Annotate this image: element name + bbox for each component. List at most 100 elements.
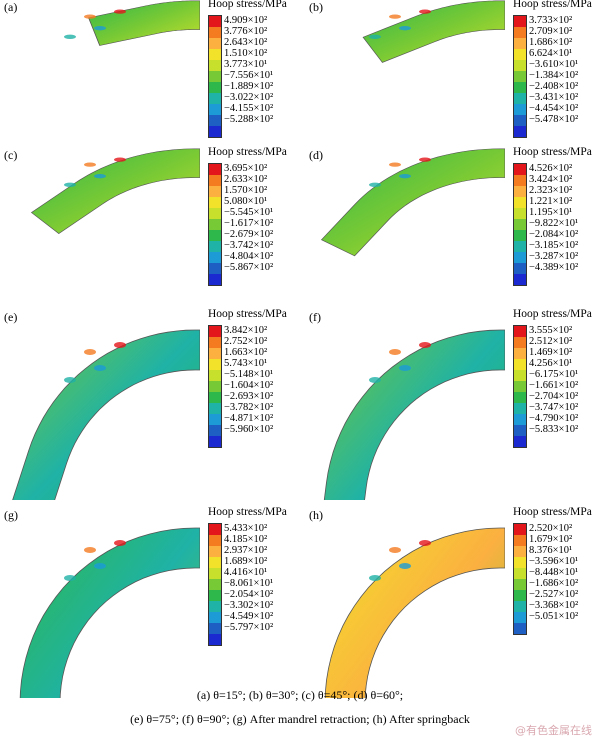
color-swatch: [209, 126, 221, 137]
color-swatch: [514, 241, 526, 252]
stress-spot: [94, 25, 106, 31]
caption-line-2: (e) θ=75°; (f) θ=90°; (g) After mandrel …: [130, 712, 470, 726]
color-swatch: [209, 27, 221, 38]
legend-tick-label: −4.549×10²: [224, 611, 274, 622]
color-swatch: [514, 274, 526, 285]
legend-title: Hoop stress/MPa: [208, 506, 287, 518]
panel-d: (d) Hoop stress/MPa 4.526×10² 3.424×10² 2.32…: [305, 146, 600, 298]
stress-spot: [64, 377, 76, 383]
color-swatch: [209, 164, 221, 175]
color-swatch: [209, 252, 221, 263]
legend-tick-label: −3.431×10²: [529, 92, 579, 103]
panel-b: (b) Hoop stress/MPa 3.733×10² 2.709×10² 1.68…: [305, 0, 600, 150]
legend-tick-label: 2.937×10²: [224, 545, 268, 556]
color-swatch: [514, 197, 526, 208]
legend-tick-label: −1.617×10²: [224, 218, 274, 229]
color-swatch: [514, 568, 526, 579]
stress-spot: [94, 365, 106, 371]
color-bar: [513, 325, 527, 448]
color-swatch: [209, 274, 221, 285]
legend-title: Hoop stress/MPa: [208, 146, 287, 158]
color-swatch: [209, 623, 221, 634]
panel-label: (d): [309, 148, 323, 162]
legend-tick-label: 5.433×10²: [224, 523, 268, 534]
legend-tick-label: −1.889×10²: [224, 81, 274, 92]
legend-tick-label: −5.960×10²: [224, 424, 274, 435]
color-swatch: [514, 230, 526, 241]
legend-title: Hoop stress/MPa: [513, 0, 592, 10]
color-swatch: [209, 557, 221, 568]
legend-tick-label: −2.527×10²: [529, 589, 579, 600]
pipe-body: [88, 0, 200, 46]
legend-tick-label: −4.871×10²: [224, 413, 274, 424]
stress-spot: [369, 182, 381, 187]
stress-spot: [84, 162, 96, 167]
stress-spot: [64, 34, 76, 39]
stress-spot: [84, 349, 96, 355]
color-swatch: [514, 612, 526, 623]
panel-g: (g) Hoop stress/MPa 5.433×10² 4.185×10² 2.93…: [0, 506, 300, 698]
legend-tick-label: −4.454×10²: [529, 103, 579, 114]
legend-tick-label: −2.704×10²: [529, 391, 579, 402]
legend-tick-label: 3.842×10²: [224, 325, 268, 336]
stress-spot: [114, 157, 126, 162]
watermark: @有色金属在线: [515, 724, 592, 737]
legend-tick-label: −1.604×10²: [224, 380, 274, 391]
color-swatch: [209, 601, 221, 612]
legend-tick-label: −1.661×10²: [529, 380, 579, 391]
stress-spot: [419, 9, 431, 14]
color-swatch: [209, 392, 221, 403]
legend-tick-label: 4.526×10²: [529, 163, 573, 174]
stress-spot: [389, 14, 401, 19]
legend-tick-label: −4.790×10²: [529, 413, 579, 424]
pipe-body: [30, 148, 200, 234]
legend-tick-label: −9.822×10¹: [529, 218, 579, 229]
pipe-body: [323, 329, 505, 500]
stress-spot: [84, 547, 96, 553]
color-swatch: [209, 175, 221, 186]
stress-spot: [389, 349, 401, 355]
legend-tick-label: −3.747×10²: [529, 402, 579, 413]
color-swatch: [514, 579, 526, 590]
color-swatch: [514, 115, 526, 126]
stress-spot: [369, 34, 381, 39]
stress-spot: [399, 365, 411, 371]
panel-e: (e) Hoop stress/MPa 3.842×10² 2.752×10² 1.66…: [0, 308, 300, 500]
color-swatch: [514, 219, 526, 230]
color-swatch: [514, 263, 526, 274]
panel-label: (e): [4, 310, 18, 324]
legend-tick-label: 2.520×10²: [529, 523, 573, 534]
legend-tick-label: 3.555×10²: [529, 325, 573, 336]
color-swatch: [209, 230, 221, 241]
legend-tick-label: −3.185×10²: [529, 240, 579, 251]
color-swatch: [209, 186, 221, 197]
color-swatch: [209, 337, 221, 348]
stress-contour-plot: [64, 0, 200, 46]
color-swatch: [514, 82, 526, 93]
stress-contour-plot: [324, 527, 505, 698]
stress-spot: [94, 563, 106, 569]
legend-tick-label: −5.478×10²: [529, 114, 579, 125]
color-bar: [513, 523, 527, 635]
color-swatch: [209, 535, 221, 546]
color-bar: [513, 15, 527, 138]
color-swatch: [514, 38, 526, 49]
legend-tick-label: −4.155×10²: [224, 103, 274, 114]
legend-ticks: 2.520×10² 1.679×10² 8.376×10¹ −3.596×10¹ −8.…: [529, 523, 578, 622]
legend-tick-label: 5.080×10¹: [224, 196, 268, 207]
legend-tick-label: 4.185×10²: [224, 534, 268, 545]
legend-tick-label: 6.624×10¹: [529, 48, 573, 59]
color-swatch: [514, 186, 526, 197]
color-bar: [208, 325, 222, 448]
stress-spot: [114, 342, 126, 348]
legend-tick-label: −5.051×10²: [529, 611, 579, 622]
color-swatch: [514, 601, 526, 612]
color-swatch: [209, 612, 221, 623]
legend-tick-label: −2.693×10²: [224, 391, 274, 402]
legend-tick-label: −8.061×10¹: [224, 578, 274, 589]
stress-spot: [399, 25, 411, 31]
color-swatch: [209, 104, 221, 115]
color-swatch: [209, 436, 221, 447]
legend-tick-label: −5.545×10¹: [224, 207, 274, 218]
pipe-body: [362, 0, 505, 63]
